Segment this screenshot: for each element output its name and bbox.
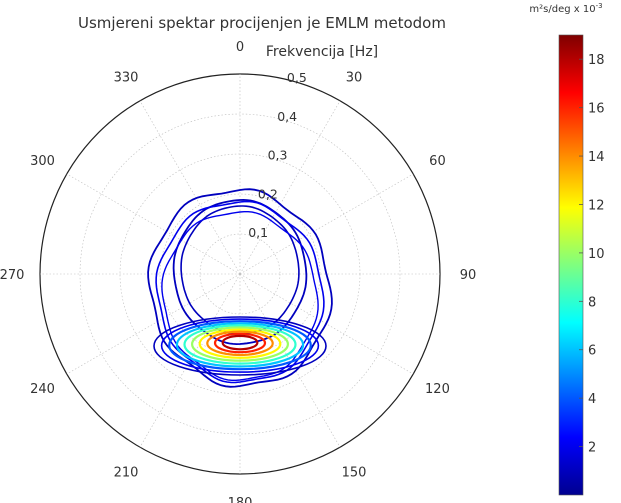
spectrum-contours: [147, 188, 333, 388]
contour-line: [147, 188, 333, 388]
colorbar-tick-label: 8: [588, 295, 596, 310]
colorbar-tick-label: 4: [588, 392, 596, 407]
colorbar-tick-label: 16: [588, 102, 605, 117]
angle-tick-label: 150: [342, 465, 367, 480]
angle-tick-label: 300: [30, 154, 55, 169]
radial-tick-label: 0,2: [258, 186, 278, 201]
colorbar-unit: m²s/deg x 10-3: [529, 2, 602, 15]
colorbar-tick-label: 12: [588, 198, 605, 213]
angle-tick-labels: 0 30 60 90 120 150 180 210 240 270 300 330: [0, 40, 476, 503]
contour-line: [191, 326, 290, 362]
angle-tick-label: 240: [30, 382, 55, 397]
angle-tick-label: 90: [460, 268, 477, 283]
radial-tick-label: 0,3: [268, 148, 288, 163]
colorbar: m²s/deg x 10-3 2 4 6 8 10 12 14 16 18: [529, 2, 605, 496]
contour-line: [168, 320, 312, 371]
radial-tick-label: 0,4: [277, 109, 297, 124]
contour-line: [160, 318, 320, 373]
colorbar-ticks: 2 4 6 8 10 12 14 16 18: [579, 53, 605, 456]
grid-ring: [79, 113, 401, 435]
chart-title: Usmjereni spektar procijenjen je EMLM me…: [78, 14, 446, 32]
angle-tick-label: 330: [114, 71, 139, 86]
angle-tick-label: 270: [0, 268, 24, 283]
grid-spoke: [239, 100, 341, 275]
grid-ring: [159, 193, 321, 355]
contour-line: [153, 316, 327, 376]
colorbar-tick-label: 10: [588, 247, 605, 262]
colorbar-tick-label: 6: [588, 344, 596, 359]
angle-tick-label: 30: [346, 71, 363, 86]
contour-line: [206, 330, 274, 357]
colorbar-scale: [558, 34, 584, 496]
polar-grid: [39, 73, 441, 475]
radial-axis-label: Frekvencija [Hz]: [266, 44, 378, 60]
colorbar-tick-label: 14: [588, 150, 605, 165]
grid-spoke: [139, 100, 241, 275]
grid-spoke: [66, 173, 241, 275]
angle-tick-label: 120: [425, 382, 450, 397]
angle-tick-label: 0: [236, 40, 244, 55]
contour-line: [221, 334, 259, 351]
contour-line: [183, 324, 297, 365]
angle-tick-label: 60: [429, 154, 446, 169]
angle-tick-label: 210: [114, 465, 139, 480]
radial-tick-label: 0,1: [248, 225, 268, 240]
colorbar-tick-label: 2: [588, 441, 596, 456]
colorbar-tick-label: 18: [588, 53, 605, 68]
radial-tick-labels: 0,1 0,2 0,3 0,4 0,5: [248, 70, 307, 240]
angle-tick-label: 180: [228, 496, 253, 503]
contour-line: [155, 200, 325, 384]
contour-line: [175, 322, 305, 368]
radial-tick-label: 0,5: [287, 70, 307, 85]
contour-line: [213, 332, 267, 354]
contour-line: [198, 328, 282, 359]
